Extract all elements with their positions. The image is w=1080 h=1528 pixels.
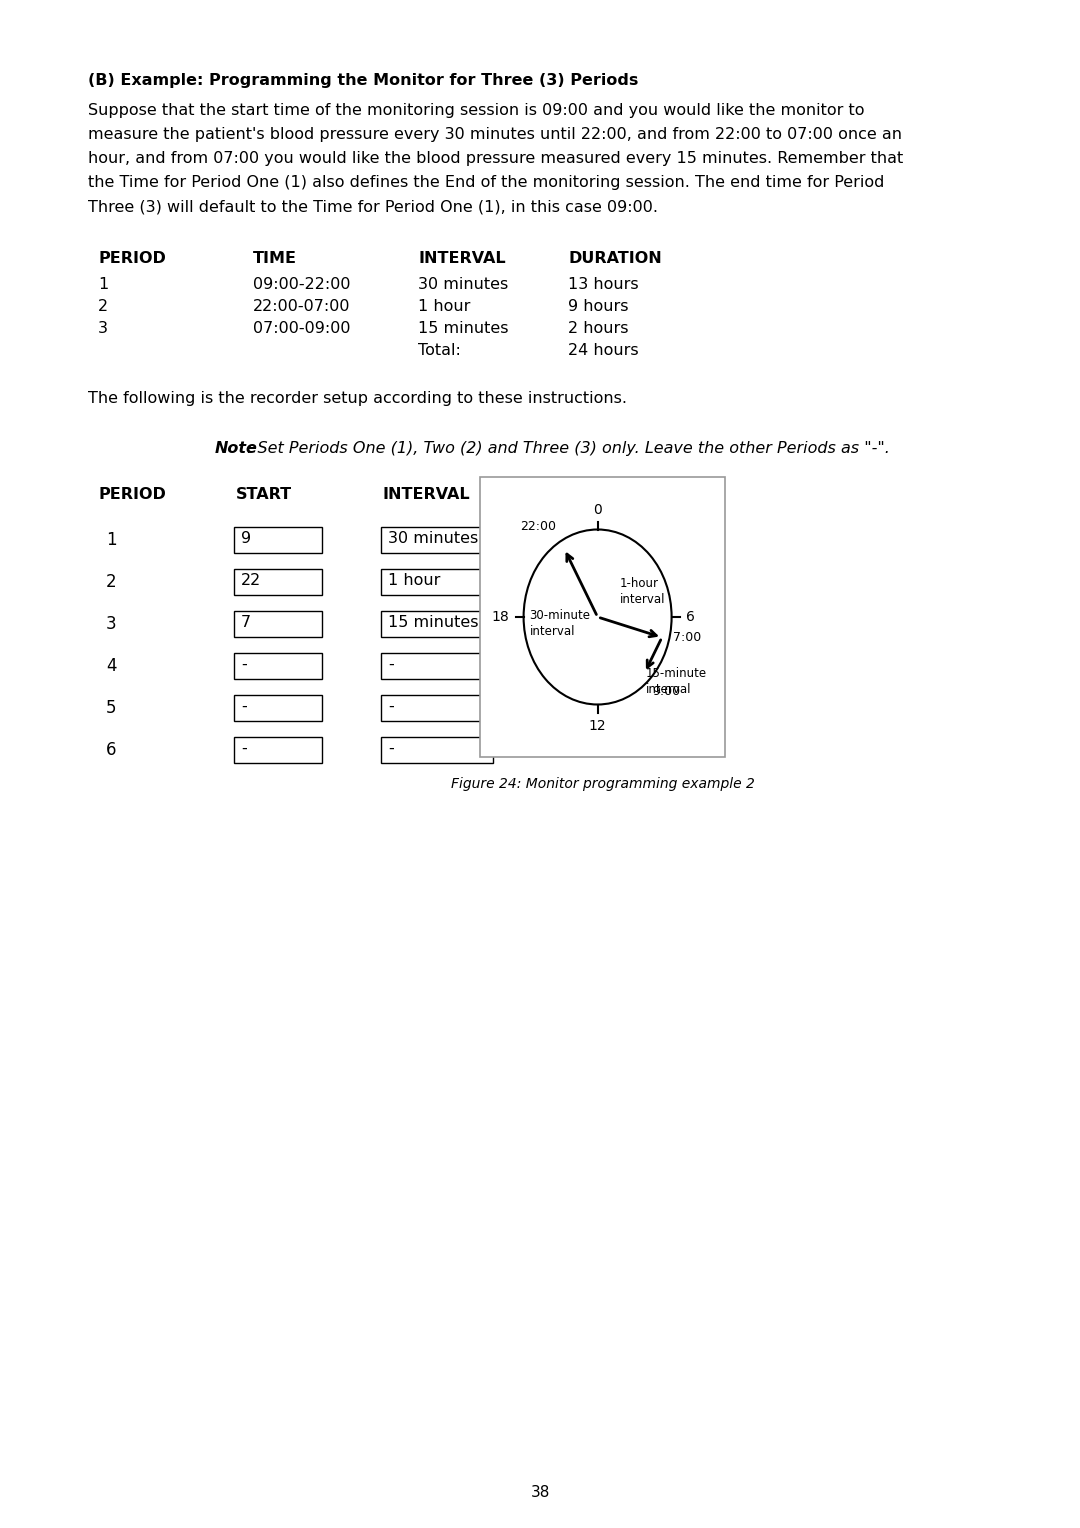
Text: 30-minute
interval: 30-minute interval bbox=[529, 610, 591, 639]
Text: 22:00-07:00: 22:00-07:00 bbox=[253, 299, 351, 313]
Bar bbox=[234, 611, 322, 637]
Text: 1: 1 bbox=[98, 277, 108, 292]
Text: -: - bbox=[241, 741, 246, 756]
Text: Figure 24: Monitor programming example 2: Figure 24: Monitor programming example 2 bbox=[450, 778, 755, 792]
Text: Note: Note bbox=[215, 442, 258, 455]
Text: 9:00: 9:00 bbox=[652, 685, 680, 698]
Text: 15 minutes: 15 minutes bbox=[388, 614, 478, 630]
Bar bbox=[381, 611, 492, 637]
Bar bbox=[234, 568, 322, 594]
Text: Total:: Total: bbox=[418, 342, 461, 358]
Text: DURATION: DURATION bbox=[568, 251, 662, 266]
Text: 6: 6 bbox=[686, 610, 694, 623]
Text: -: - bbox=[241, 698, 246, 714]
Text: 09:00-22:00: 09:00-22:00 bbox=[253, 277, 351, 292]
Text: 0: 0 bbox=[593, 504, 602, 518]
Text: INTERVAL: INTERVAL bbox=[418, 251, 505, 266]
Text: PERIOD: PERIOD bbox=[98, 251, 166, 266]
Text: 5: 5 bbox=[106, 698, 117, 717]
Bar bbox=[234, 695, 322, 721]
Text: 7: 7 bbox=[241, 614, 252, 630]
Text: PERIOD: PERIOD bbox=[98, 487, 166, 503]
Bar bbox=[381, 527, 492, 553]
Text: 07:00-09:00: 07:00-09:00 bbox=[253, 321, 351, 336]
Text: 2 hours: 2 hours bbox=[568, 321, 629, 336]
Text: 12: 12 bbox=[589, 718, 606, 732]
Text: 22: 22 bbox=[241, 573, 261, 588]
Bar bbox=[381, 736, 492, 762]
Text: 30 minutes: 30 minutes bbox=[388, 532, 478, 545]
Text: -: - bbox=[388, 741, 394, 756]
Bar bbox=[381, 568, 492, 594]
Text: 3: 3 bbox=[98, 321, 108, 336]
Text: The following is the recorder setup according to these instructions.: The following is the recorder setup acco… bbox=[87, 391, 627, 406]
Text: START: START bbox=[237, 487, 292, 503]
Text: TIME: TIME bbox=[253, 251, 297, 266]
Text: hour, and from 07:00 you would like the blood pressure measured every 15 minutes: hour, and from 07:00 you would like the … bbox=[87, 151, 903, 167]
Text: -: - bbox=[241, 657, 246, 672]
Text: 6: 6 bbox=[106, 741, 117, 759]
Text: 4: 4 bbox=[106, 657, 117, 675]
Text: 3: 3 bbox=[106, 614, 117, 633]
Bar bbox=[381, 652, 492, 678]
Text: 9: 9 bbox=[241, 532, 252, 545]
Text: 1 hour: 1 hour bbox=[388, 573, 441, 588]
Bar bbox=[480, 477, 725, 756]
Text: 2: 2 bbox=[98, 299, 108, 313]
Text: measure the patient's blood pressure every 30 minutes until 22:00, and from 22:0: measure the patient's blood pressure eve… bbox=[87, 127, 902, 142]
Text: 13 hours: 13 hours bbox=[568, 277, 638, 292]
Text: 1-hour
interval: 1-hour interval bbox=[620, 578, 665, 607]
Bar bbox=[234, 527, 322, 553]
Text: 38: 38 bbox=[530, 1485, 550, 1500]
Text: INTERVAL: INTERVAL bbox=[383, 487, 471, 503]
Text: 22:00: 22:00 bbox=[521, 520, 556, 533]
Text: (B) Example: Programming the Monitor for Three (3) Periods: (B) Example: Programming the Monitor for… bbox=[87, 73, 638, 89]
Text: Suppose that the start time of the monitoring session is 09:00 and you would lik: Suppose that the start time of the monit… bbox=[87, 102, 864, 118]
Text: -: - bbox=[388, 698, 394, 714]
Text: 30 minutes: 30 minutes bbox=[418, 277, 509, 292]
Ellipse shape bbox=[524, 530, 672, 704]
Text: 15-minute
interval: 15-minute interval bbox=[646, 668, 706, 695]
Text: : Set Periods One (1), Two (2) and Three (3) only. Leave the other Periods as "-: : Set Periods One (1), Two (2) and Three… bbox=[247, 442, 890, 455]
Text: 7:00: 7:00 bbox=[673, 631, 701, 645]
Text: 9 hours: 9 hours bbox=[568, 299, 629, 313]
Text: 15 minutes: 15 minutes bbox=[418, 321, 509, 336]
Text: 1 hour: 1 hour bbox=[418, 299, 471, 313]
Bar bbox=[234, 652, 322, 678]
Bar bbox=[381, 695, 492, 721]
Text: the Time for Period One (1) also defines the End of the monitoring session. The : the Time for Period One (1) also defines… bbox=[87, 176, 885, 189]
Text: 24 hours: 24 hours bbox=[568, 342, 638, 358]
Text: 1: 1 bbox=[106, 532, 117, 549]
Text: 2: 2 bbox=[106, 573, 117, 591]
Bar bbox=[234, 736, 322, 762]
Text: Three (3) will default to the Time for Period One (1), in this case 09:00.: Three (3) will default to the Time for P… bbox=[87, 199, 658, 214]
Text: 18: 18 bbox=[491, 610, 510, 623]
Text: -: - bbox=[388, 657, 394, 672]
